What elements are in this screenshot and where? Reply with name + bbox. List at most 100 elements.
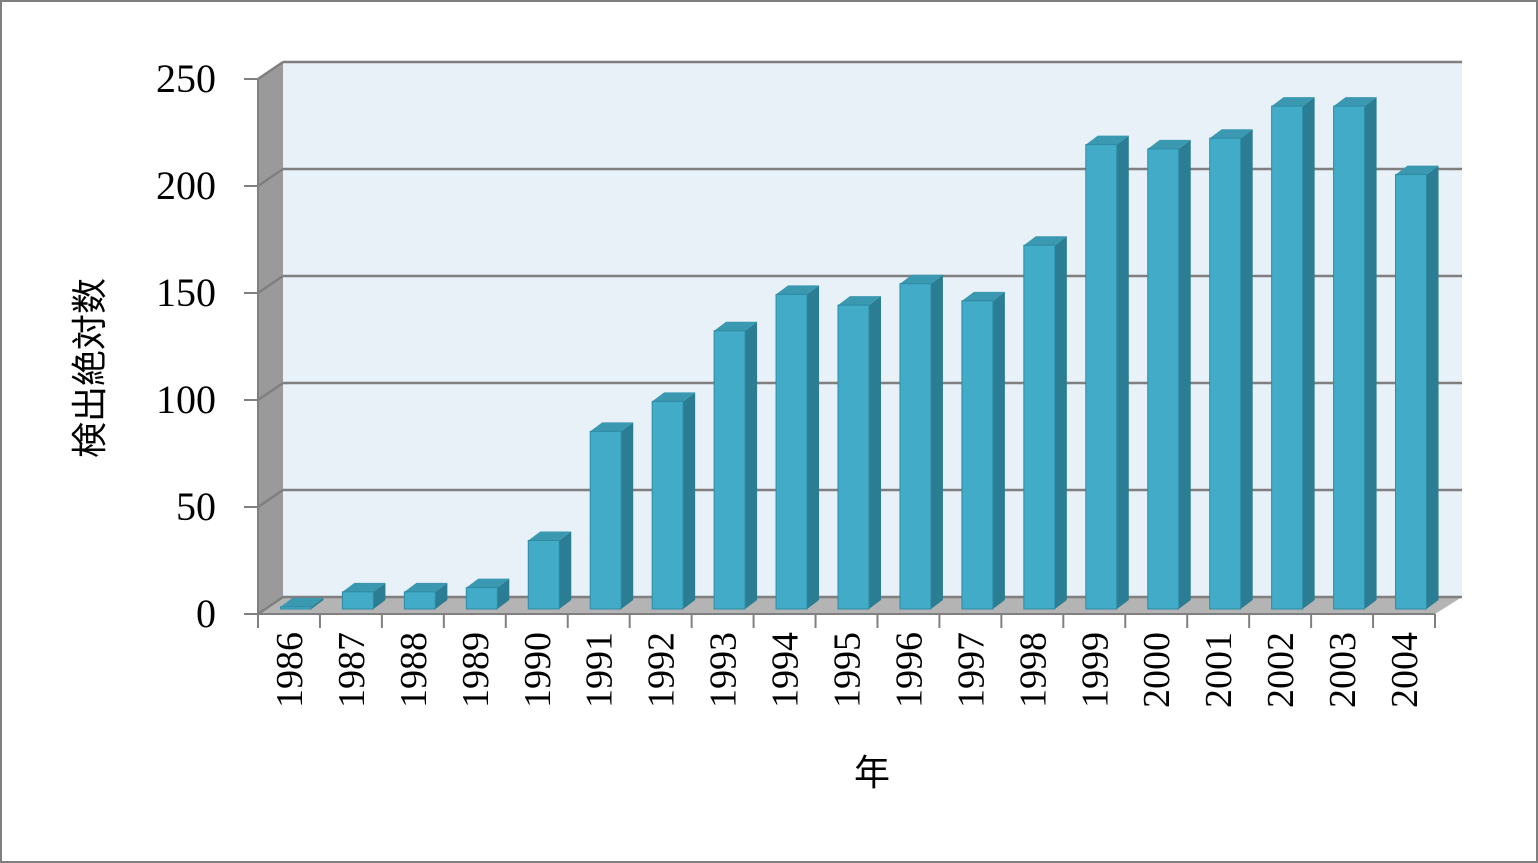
bar-front bbox=[1209, 137, 1242, 610]
bar bbox=[1333, 97, 1377, 610]
x-tick-label: 1992 bbox=[641, 632, 683, 708]
bar bbox=[1085, 135, 1129, 610]
bar-top bbox=[466, 578, 510, 588]
bar-side bbox=[683, 392, 696, 609]
y-axis-title: 検出絶対数 bbox=[70, 278, 111, 458]
bar-top bbox=[1147, 139, 1191, 149]
bar-side bbox=[1426, 165, 1439, 609]
bar bbox=[961, 291, 1005, 610]
bar-front bbox=[589, 430, 622, 610]
bar-side bbox=[1364, 97, 1377, 609]
bar bbox=[527, 531, 572, 610]
x-tick-label: 1986 bbox=[269, 632, 311, 708]
bar-top bbox=[1085, 135, 1129, 145]
bar-front bbox=[1333, 105, 1366, 610]
y-tick-labels: 0 50 100 150 200 250 bbox=[156, 56, 216, 636]
bar-side bbox=[311, 597, 324, 609]
bar-top bbox=[528, 531, 572, 541]
side-wall bbox=[258, 62, 283, 614]
y-tick-label: 200 bbox=[156, 163, 216, 208]
bar bbox=[837, 296, 881, 610]
x-tick-label: 1989 bbox=[455, 632, 497, 708]
bar-front bbox=[465, 587, 498, 610]
bar-front bbox=[1023, 244, 1056, 610]
x-tick-label: 2001 bbox=[1198, 632, 1240, 708]
x-tick-label: 2002 bbox=[1260, 632, 1302, 708]
gridline-side bbox=[257, 488, 284, 509]
x-tick-label: 1991 bbox=[579, 632, 621, 708]
x-tick-label: 2003 bbox=[1322, 632, 1364, 708]
bar-front bbox=[899, 283, 932, 610]
bar-side bbox=[1054, 236, 1067, 609]
bar bbox=[589, 422, 634, 610]
bar-side bbox=[1302, 97, 1315, 609]
x-tick-label: 1998 bbox=[1012, 632, 1054, 708]
bar bbox=[713, 321, 758, 610]
x-axis-title: 年 bbox=[854, 753, 890, 794]
x-tick-labels: 1986 1987 1988 1989 1990 1991 1992 1993 1994 1995… bbox=[269, 632, 1426, 708]
x-tick-label: 1996 bbox=[888, 632, 930, 708]
x-tick-label: 1995 bbox=[827, 632, 869, 708]
y-tick-label: 250 bbox=[156, 56, 216, 101]
x-tick-label: 1987 bbox=[331, 632, 373, 708]
bar-side bbox=[930, 274, 943, 609]
bar bbox=[651, 392, 696, 610]
bar-side bbox=[559, 531, 572, 609]
bar-front bbox=[651, 400, 684, 610]
bar-front bbox=[713, 330, 746, 610]
gridline-side bbox=[257, 60, 284, 81]
bar-top bbox=[652, 392, 696, 402]
y-tick-label: 0 bbox=[196, 591, 216, 636]
bar-side bbox=[1178, 139, 1191, 609]
bar bbox=[1271, 97, 1315, 610]
bar-front bbox=[1271, 105, 1304, 610]
bar-front bbox=[1395, 174, 1428, 610]
bar bbox=[1209, 129, 1253, 610]
x-tick-label: 1999 bbox=[1074, 632, 1116, 708]
bar-side bbox=[435, 582, 448, 609]
bar-top bbox=[342, 582, 386, 592]
bar-side bbox=[373, 582, 386, 609]
bar-front bbox=[775, 293, 808, 610]
axes bbox=[244, 78, 1436, 628]
bar-side bbox=[1116, 135, 1129, 609]
bar bbox=[341, 582, 386, 610]
bar bbox=[1395, 165, 1439, 610]
bar bbox=[403, 582, 448, 610]
bar-top bbox=[714, 321, 758, 331]
x-tick-label: 1994 bbox=[765, 632, 807, 708]
bar-front bbox=[837, 304, 870, 610]
x-tick-label: 2000 bbox=[1136, 632, 1178, 708]
x-tick-label: 1988 bbox=[393, 632, 435, 708]
bar-front bbox=[403, 591, 436, 610]
bar bbox=[1147, 139, 1191, 610]
y-tick-label: 50 bbox=[176, 484, 216, 529]
y-tick-label: 150 bbox=[156, 270, 216, 315]
bar-side bbox=[807, 285, 820, 609]
gridline-side bbox=[257, 274, 284, 295]
bar bbox=[775, 285, 820, 610]
x-tick-label: 2004 bbox=[1384, 632, 1426, 708]
bar-side bbox=[745, 321, 758, 609]
bar-top bbox=[838, 296, 881, 306]
x-tick-label: 1990 bbox=[517, 632, 559, 708]
bar-top bbox=[961, 291, 1005, 301]
y-tick-label: 100 bbox=[156, 377, 216, 422]
gridline-side bbox=[257, 381, 284, 402]
bar-top bbox=[1023, 236, 1067, 246]
bar-side bbox=[992, 291, 1005, 609]
bar-front bbox=[961, 300, 994, 610]
bar-top bbox=[280, 597, 324, 607]
bar-side bbox=[869, 296, 881, 609]
bar-top bbox=[1333, 97, 1377, 107]
bar-top bbox=[404, 582, 448, 592]
bars bbox=[279, 97, 1439, 610]
bar-front bbox=[527, 540, 560, 610]
bar bbox=[899, 274, 943, 610]
bar-top bbox=[590, 422, 634, 432]
bar-top bbox=[899, 274, 943, 284]
bar-top bbox=[1395, 165, 1439, 175]
x-tick-label: 1997 bbox=[950, 632, 992, 708]
bar-top bbox=[776, 285, 820, 295]
